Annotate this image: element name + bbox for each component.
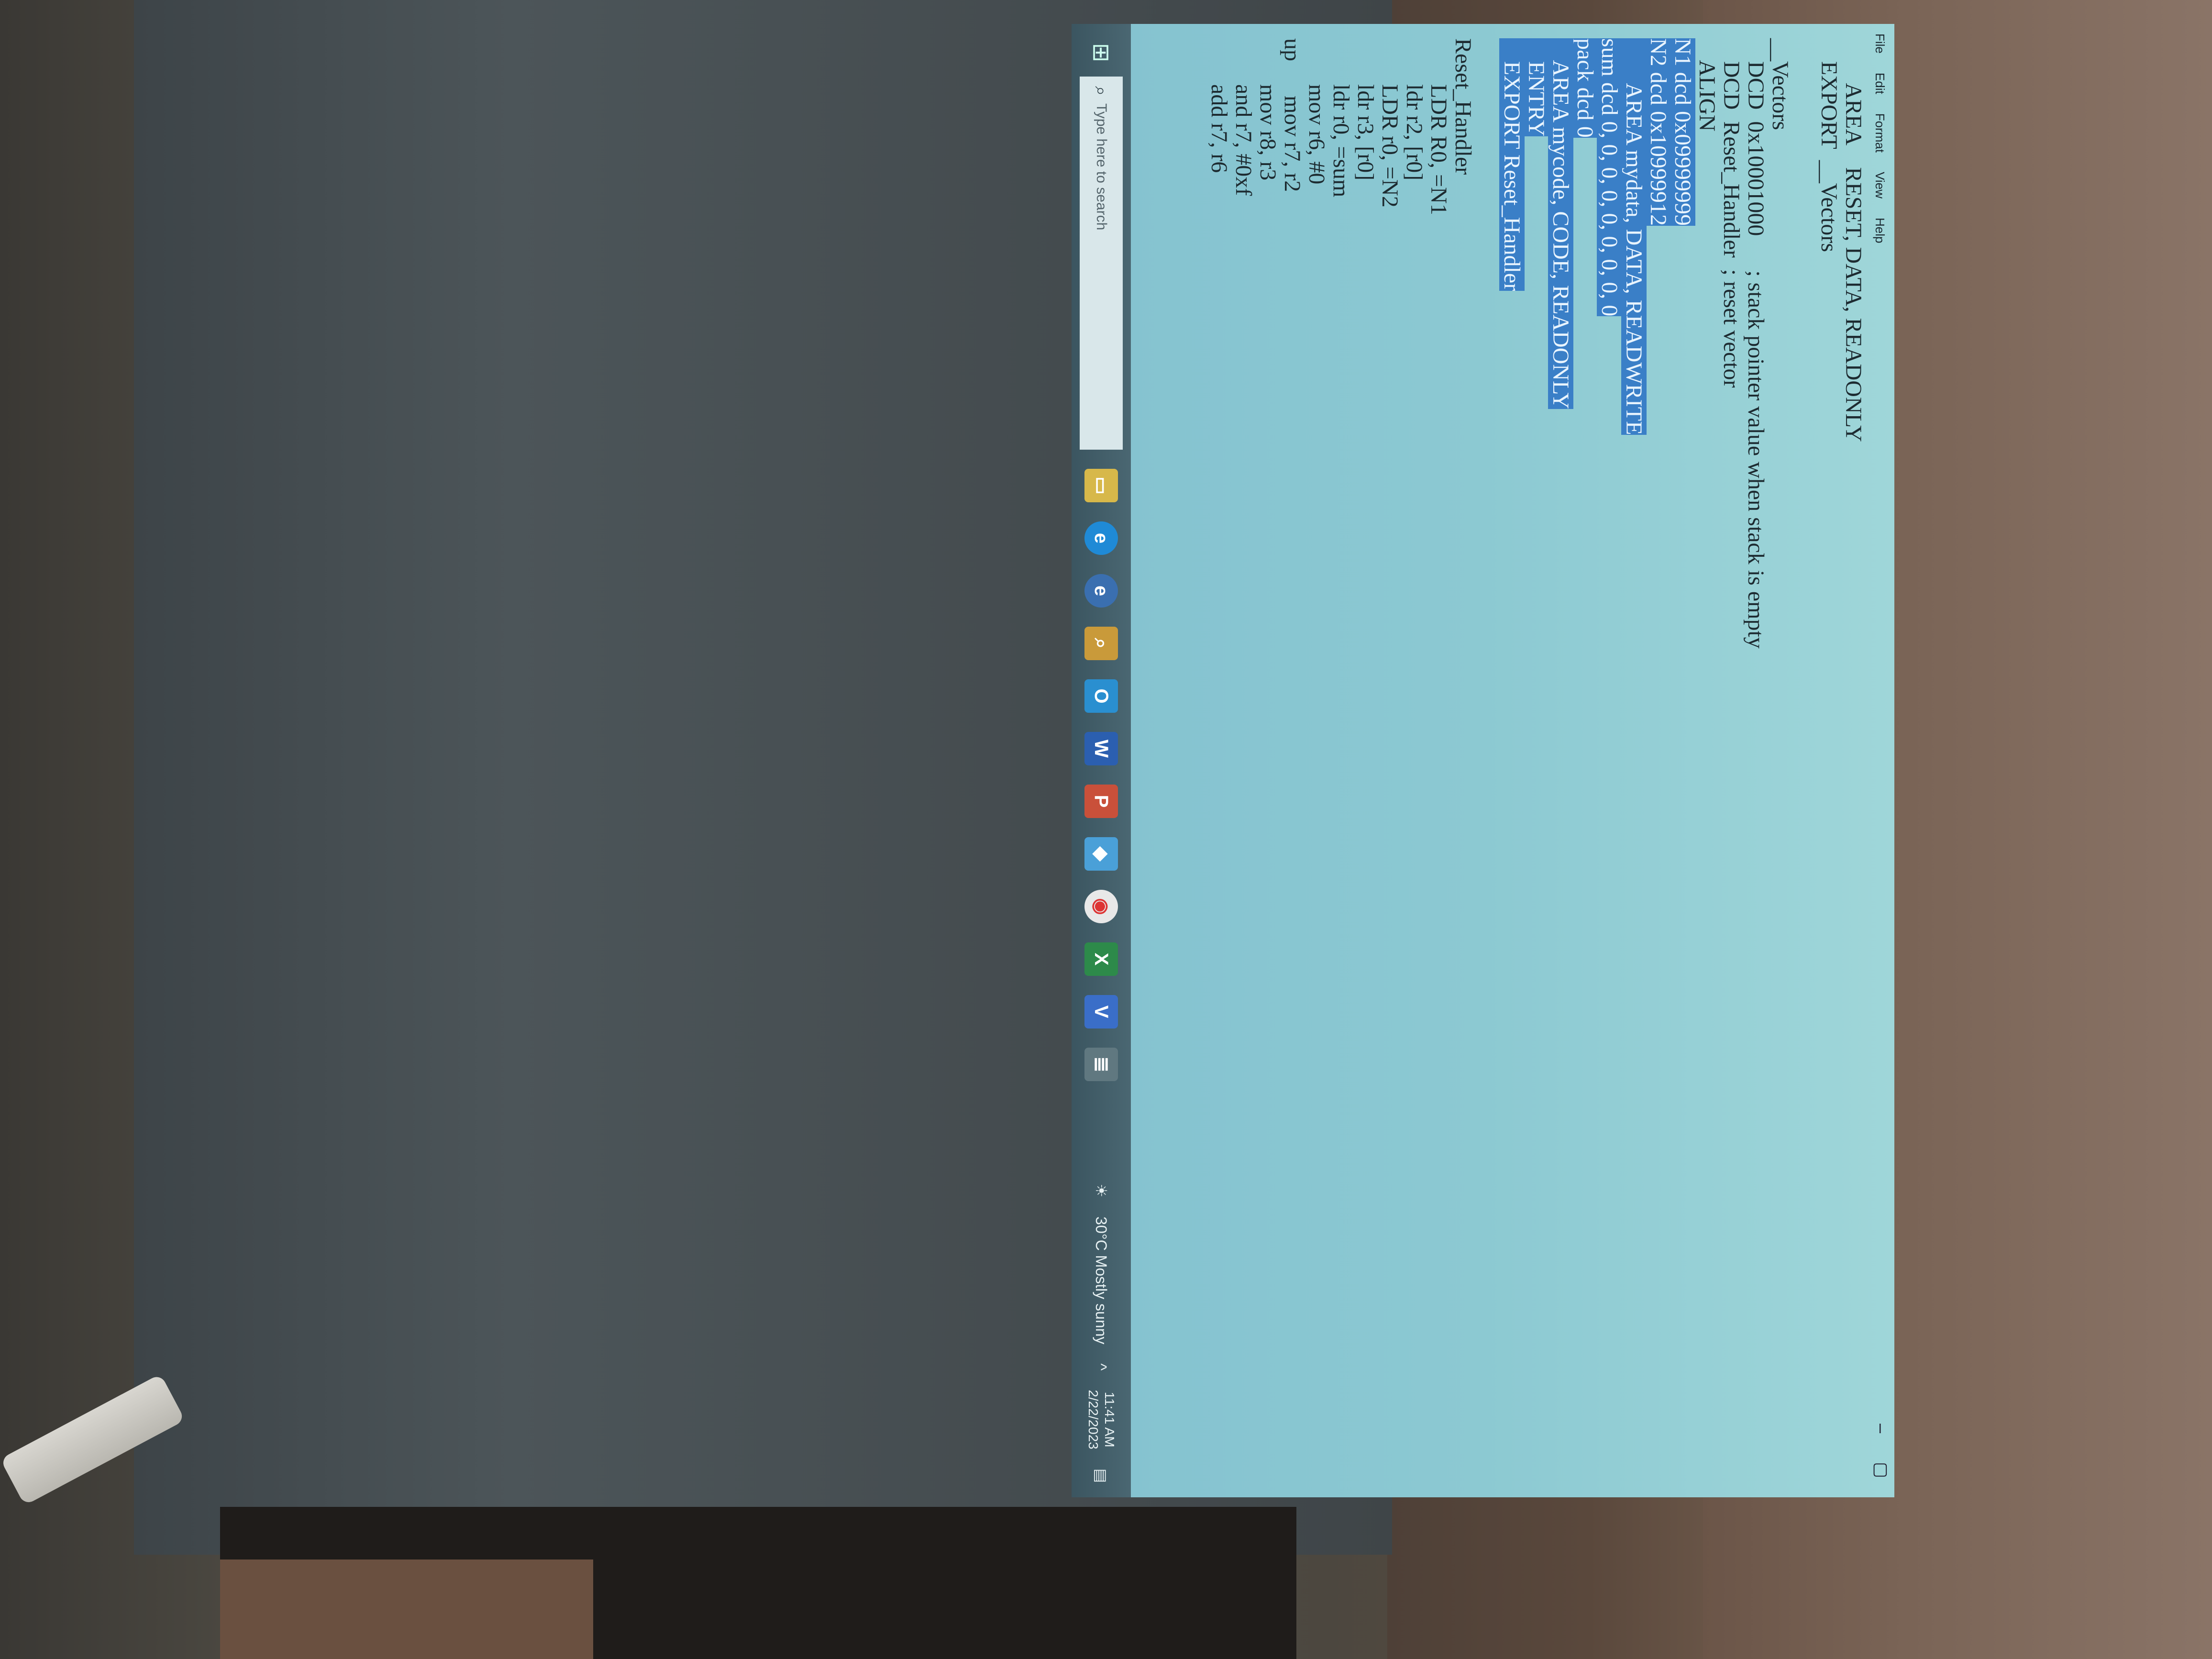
system-tray: ☀ 30°C Mostly sunny ^ 11:41 AM 2/22/2023… (1085, 1183, 1117, 1497)
store-icon[interactable]: ◆ (1084, 837, 1118, 871)
taskbar-search[interactable]: ⌕ Type here to search (1080, 77, 1123, 450)
code-line-text: __Vectors (1768, 38, 1793, 130)
code-line-text: ldr r3, [r0] (1353, 38, 1378, 181)
code-line-text: and r7, #0xf (1231, 38, 1256, 196)
word-icon[interactable]: W (1084, 732, 1118, 765)
code-line-text: mov r8, r3 (1255, 38, 1281, 181)
code-line: N2 dcd 0x10999912 (1646, 38, 1671, 995)
search-icon: ⌕ (1092, 86, 1112, 96)
code-line (1475, 38, 1500, 995)
menu-help[interactable]: Help (1873, 217, 1888, 243)
code-line-text: add r7, r6 (1206, 38, 1232, 173)
notepad-window: File Edit Format View Help – ▢ AREA RESE… (1072, 24, 1894, 1497)
code-line: AREA mydata, DATA, READWRITE (1621, 38, 1647, 995)
menu-view[interactable]: View (1873, 172, 1888, 199)
code-line-text: DCD 0x10001000 ; stack pointer value whe… (1743, 38, 1769, 649)
code-line-text: AREA mycode, CODE, READONLY (1548, 38, 1573, 409)
notepad-icon[interactable]: ≣ (1084, 1048, 1118, 1081)
maximize-button[interactable]: ▢ (1872, 1461, 1891, 1478)
code-line: pack dcd 0 (1572, 38, 1598, 995)
code-line: N1 dcd 0x09999999 (1670, 38, 1695, 995)
menu-file[interactable]: File (1873, 33, 1888, 54)
code-line: AREA mycode, CODE, READONLY (1548, 38, 1573, 995)
menu-edit[interactable]: Edit (1873, 72, 1888, 94)
clock-date: 2/22/2023 (1086, 1390, 1101, 1449)
clock[interactable]: 11:41 AM 2/22/2023 (1085, 1390, 1117, 1449)
projected-desktop: File Edit Format View Help – ▢ AREA RESE… (1072, 24, 1894, 1497)
code-line-text: ALIGN (1694, 38, 1720, 132)
code-line-text: EXPORT __Vectors (1816, 38, 1842, 252)
code-line-text: ldr r0, =sum (1328, 38, 1354, 198)
weather-icon: ☀ (1093, 1183, 1110, 1198)
code-line: ldr r2, [r0] (1402, 38, 1427, 995)
code-line-text: pack dcd 0 (1572, 38, 1598, 138)
menu-format[interactable]: Format (1873, 113, 1888, 153)
chrome-icon[interactable]: ◉ (1084, 890, 1118, 923)
code-line-text: up mov r7, r2 (1280, 38, 1305, 192)
code-line: LDR R0, =N1 (1426, 38, 1451, 995)
code-line: ALIGN (1694, 38, 1720, 995)
code-line-text: mov r6, #0 (1304, 38, 1329, 185)
code-line: mov r8, r3 (1255, 38, 1281, 995)
code-line-text: LDR R0, =N1 (1426, 38, 1451, 215)
code-line: mov r6, #0 (1304, 38, 1329, 995)
code-line: EXPORT Reset_Handler (1499, 38, 1525, 995)
code-line-text: ldr r2, [r0] (1402, 38, 1427, 181)
code-line: EXPORT __Vectors (1816, 38, 1842, 995)
code-line-text: Reset_Handler (1450, 38, 1476, 175)
code-line: DCD Reset_Handler ; reset vector (1719, 38, 1744, 995)
powerpoint-icon[interactable]: P (1084, 785, 1118, 818)
excel-icon[interactable]: X (1084, 942, 1118, 976)
code-line-text: N1 dcd 0x09999999 (1670, 38, 1695, 226)
code-line: sum dcd 0, 0, 0, 0, 0, 0, 0, 0, 0 (1597, 38, 1622, 995)
code-line: up mov r7, r2 (1280, 38, 1305, 995)
code-line (1792, 38, 1817, 995)
code-line: ENTRY (1524, 38, 1549, 995)
code-line-text: sum dcd 0, 0, 0, 0, 0, 0, 0, 0, 0 (1597, 38, 1622, 317)
taskbar: ⊞ ⌕ Type here to search ▭ e e ⌕ O W P ◆ … (1072, 24, 1131, 1497)
minimize-button[interactable]: – (1872, 1423, 1891, 1433)
edge-icon[interactable]: e (1084, 521, 1118, 555)
code-line: AREA RESET, DATA, READONLY (1841, 38, 1866, 995)
menu-bar: File Edit Format View Help (1866, 33, 1894, 243)
chevron-up-icon[interactable]: ^ (1093, 1363, 1110, 1371)
code-line: LDR r0, =N2 (1377, 38, 1403, 995)
code-line-text: AREA RESET, DATA, READONLY (1841, 38, 1866, 442)
weather-text[interactable]: 30°C Mostly sunny (1093, 1217, 1110, 1345)
window-controls: – ▢ (1871, 1424, 1891, 1478)
code-line-text: AREA mydata, DATA, READWRITE (1621, 38, 1647, 435)
code-line-text: ENTRY (1524, 38, 1549, 137)
taskbar-apps: ▭ e e ⌕ O W P ◆ ◉ X V ≣ (1084, 469, 1118, 1081)
code-line-text: LDR r0, =N2 (1377, 38, 1403, 208)
windows-start-icon[interactable]: ⊞ (1088, 43, 1114, 63)
code-line-text: EXPORT Reset_Handler (1499, 38, 1525, 291)
file-explorer-icon[interactable]: ▭ (1084, 469, 1118, 502)
magnifier-icon[interactable]: ⌕ (1084, 627, 1118, 660)
code-line: ldr r3, [r0] (1353, 38, 1378, 995)
clock-time: 11:41 AM (1102, 1392, 1117, 1448)
code-line-text: N2 dcd 0x10999912 (1646, 38, 1671, 226)
code-line: add r7, r6 (1206, 38, 1232, 995)
ie-icon[interactable]: e (1084, 574, 1118, 608)
code-line: __Vectors (1768, 38, 1793, 995)
outlook-icon[interactable]: O (1084, 679, 1118, 713)
code-line: and r7, #0xf (1231, 38, 1256, 995)
code-line: Reset_Handler (1450, 38, 1476, 995)
code-line-text: DCD Reset_Handler ; reset vector (1719, 38, 1744, 388)
code-line: DCD 0x10001000 ; stack pointer value whe… (1743, 38, 1769, 995)
code-line: ldr r0, =sum (1328, 38, 1354, 995)
notification-icon[interactable]: ▤ (1093, 1468, 1110, 1483)
search-placeholder: Type here to search (1094, 103, 1109, 231)
keil-icon[interactable]: V (1084, 995, 1118, 1029)
code-editor[interactable]: AREA RESET, DATA, READONLY EXPORT __Vect… (1206, 38, 1866, 995)
floor (220, 1559, 593, 1659)
